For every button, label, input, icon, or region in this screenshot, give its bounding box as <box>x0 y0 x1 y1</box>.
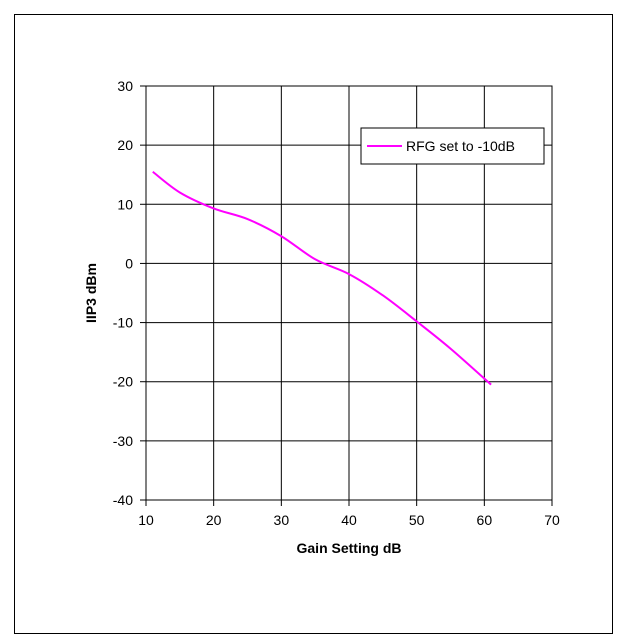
x-tick-label: 10 <box>138 512 154 528</box>
y-tick-label: -40 <box>113 492 133 508</box>
x-tick-label: 60 <box>477 512 493 528</box>
x-tick-label: 40 <box>341 512 357 528</box>
y-tick-label: -20 <box>113 374 133 390</box>
legend-label: RFG set to -10dB <box>406 138 515 154</box>
y-tick-label: -10 <box>113 315 133 331</box>
x-tick-label: 70 <box>544 512 560 528</box>
series-group <box>152 170 492 386</box>
x-axis-title: Gain Setting dB <box>297 540 402 556</box>
y-axis-title: IIP3 dBm <box>83 263 99 323</box>
y-tick-label: 10 <box>117 196 133 212</box>
y-tick-label: -30 <box>113 433 133 449</box>
x-tick-label: 20 <box>206 512 222 528</box>
y-tick-label: 0 <box>125 255 133 271</box>
y-axis: 30 20 10 0 -10 -20 -30 -40 <box>113 78 146 508</box>
chart-frame <box>14 14 613 634</box>
x-axis: 10 20 30 40 50 60 70 <box>138 500 560 528</box>
y-tick-label: 30 <box>117 78 133 94</box>
series-line <box>152 170 492 386</box>
x-tick-label: 30 <box>274 512 290 528</box>
x-tick-label: 50 <box>409 512 425 528</box>
legend: RFG set to -10dB <box>360 127 545 165</box>
y-tick-label: 20 <box>117 137 133 153</box>
